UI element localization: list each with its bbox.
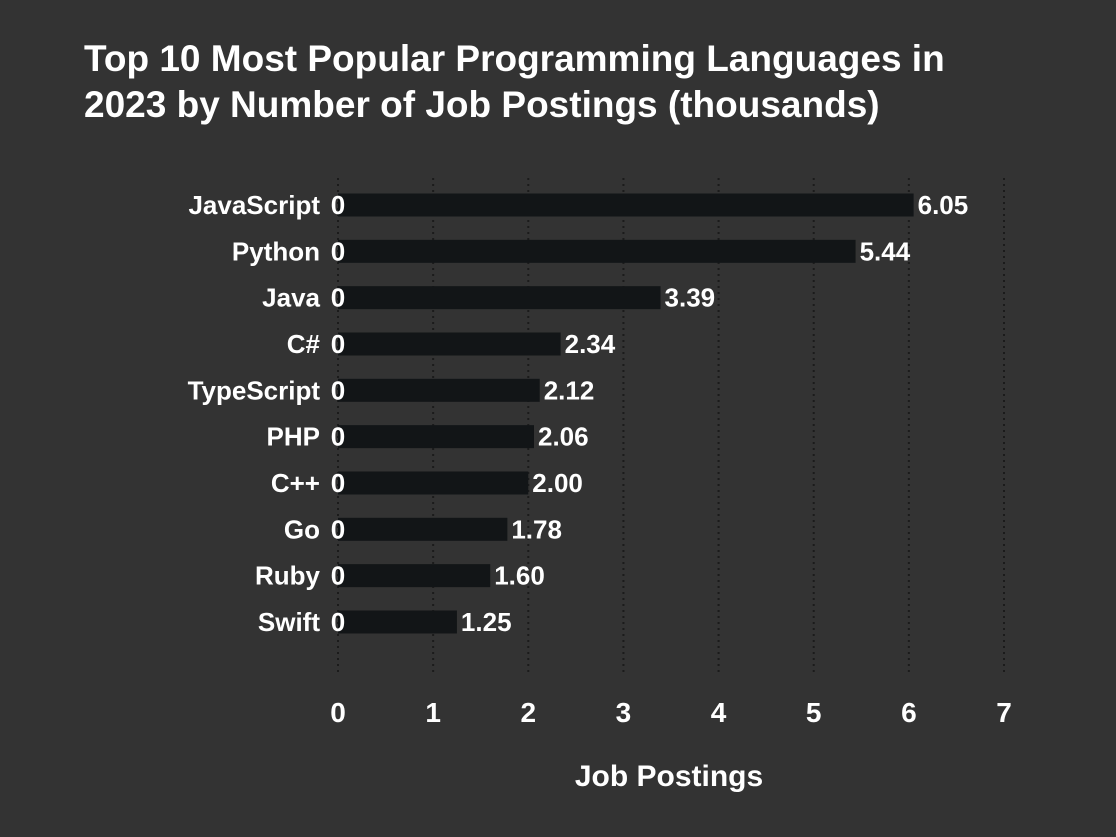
- bar: [338, 286, 661, 310]
- bar: [338, 610, 457, 634]
- y-tick-label: Swift: [258, 607, 320, 637]
- y-tick-label: Python: [232, 236, 320, 266]
- bars: [338, 193, 914, 634]
- bar: [338, 471, 529, 495]
- y-tick-label: TypeScript: [188, 375, 321, 405]
- bar-zero-marker: 0: [331, 236, 345, 266]
- bar: [338, 425, 534, 449]
- x-tick-label: 5: [806, 697, 822, 728]
- data-labels: 6.05 0 5.44 0 3.39 0 2.34 0 2.12 0 2.06 0 2.00 0 1.78 0…: [331, 190, 968, 637]
- y-tick-label: Go: [284, 514, 320, 544]
- y-tick-label: Java: [262, 283, 320, 313]
- bar-value-label: 2.12: [544, 375, 595, 405]
- y-tick-label: C++: [271, 468, 320, 498]
- bar-value-label: 2.34: [565, 329, 616, 359]
- x-tick-label: 7: [996, 697, 1012, 728]
- bar-zero-marker: 0: [331, 329, 345, 359]
- x-tick-label: 3: [616, 697, 632, 728]
- bar: [338, 517, 508, 541]
- x-tick-label: 6: [901, 697, 917, 728]
- x-axis-label: Job Postings: [575, 760, 763, 793]
- bar-zero-marker: 0: [331, 514, 345, 544]
- bar-value-label: 1.60: [494, 561, 545, 591]
- bar-value-label: 2.00: [532, 468, 583, 498]
- bar-zero-marker: 0: [331, 422, 345, 452]
- bar: [338, 378, 540, 402]
- y-tick-label: PHP: [267, 422, 320, 452]
- grid-lines: [337, 178, 1005, 672]
- bar-value-label: 1.25: [461, 607, 512, 637]
- chart-title: Top 10 Most Popular Programming Language…: [84, 38, 945, 125]
- bar-zero-marker: 0: [331, 283, 345, 313]
- bar: [338, 239, 856, 263]
- x-tick-label: 1: [425, 697, 441, 728]
- bar-zero-marker: 0: [331, 375, 345, 405]
- x-tick-label: 4: [711, 697, 727, 728]
- bar: [338, 564, 491, 588]
- bar-zero-marker: 0: [331, 561, 345, 591]
- bar: [338, 332, 561, 356]
- y-axis-tick-labels: JavaScript Python Java C# TypeScript PHP C++ Go…: [188, 190, 321, 637]
- bar-value-label: 2.06: [538, 422, 589, 452]
- bar-value-label: 6.05: [918, 190, 969, 220]
- bar-zero-marker: 0: [331, 190, 345, 220]
- bar: [338, 193, 914, 217]
- y-tick-label: Ruby: [255, 561, 321, 591]
- bar-value-label: 3.39: [665, 283, 716, 313]
- bar-zero-marker: 0: [331, 468, 345, 498]
- y-tick-label: JavaScript: [188, 190, 320, 220]
- x-tick-label: 0: [330, 697, 346, 728]
- bar-zero-marker: 0: [331, 607, 345, 637]
- y-tick-label: C#: [287, 329, 321, 359]
- bar-value-label: 5.44: [860, 236, 911, 266]
- x-axis-tick-labels: 0 1 2 3 4 5 6 7: [330, 697, 1012, 728]
- x-tick-label: 2: [520, 697, 536, 728]
- bar-value-label: 1.78: [511, 514, 562, 544]
